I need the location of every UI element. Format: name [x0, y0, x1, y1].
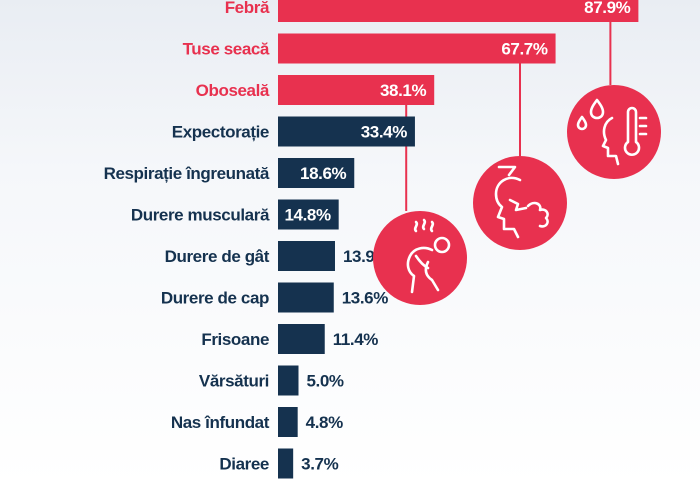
- bar-respiratie-ingreunata: [278, 158, 355, 188]
- bar-diaree: [278, 448, 294, 479]
- category-label-varsaturi: Vărsături: [199, 372, 269, 391]
- category-label-durere-musculara: Durere musculară: [131, 206, 270, 225]
- bar-durere-de-gat: [278, 241, 335, 271]
- value-label-nas-infundat: 4.8%: [306, 413, 343, 432]
- value-label-expectoratie: 33.4%: [361, 123, 407, 142]
- category-label-nas-infundat: Nas înfundat: [171, 413, 270, 432]
- category-label-oboseala: Oboseală: [196, 81, 270, 100]
- bars-group: Febră 87.9% Tuse seacă 67.7% Oboseală 38.1% Ex…: [104, 0, 639, 479]
- value-label-oboseala: 38.1%: [380, 81, 426, 100]
- category-label-tuse-seaca: Tuse seacă: [183, 40, 270, 59]
- value-label-durere-de-cap: 13.6%: [342, 289, 388, 308]
- bar-durere-de-cap: [278, 282, 334, 313]
- bar-frisoane: [278, 324, 325, 354]
- bar-febra: [278, 0, 639, 22]
- bar-expectoratie: [278, 116, 415, 147]
- category-label-febra: Febră: [225, 0, 270, 17]
- category-label-durere-de-gat: Durere de gât: [165, 247, 270, 266]
- value-label-respiratie-ingreunata: 18.6%: [300, 164, 346, 183]
- value-label-frisoane: 11.4%: [333, 330, 379, 349]
- fever-thermometer-icon: [567, 85, 661, 179]
- icons-group: [373, 85, 661, 305]
- bar-varsaturi: [278, 365, 299, 396]
- bar-oboseala: [278, 75, 435, 105]
- category-label-respiratie-ingreunata: Respirație îngreunată: [104, 164, 270, 183]
- value-label-tuse-seaca: 67.7%: [501, 40, 547, 59]
- dry-cough-icon: [473, 156, 567, 250]
- value-label-durere-musculara: 14.8%: [284, 206, 330, 225]
- category-label-expectoratie: Expectorație: [172, 123, 269, 142]
- value-label-diaree: 3.7%: [301, 455, 338, 474]
- category-label-durere-de-cap: Durere de cap: [161, 289, 269, 308]
- category-label-frisoane: Frisoane: [201, 330, 269, 349]
- fatigue-icon: [373, 211, 467, 305]
- value-label-febra: 87.9%: [584, 0, 630, 17]
- bar-nas-infundat: [278, 407, 298, 437]
- value-label-varsaturi: 5.0%: [307, 372, 344, 391]
- bar-durere-musculara: [278, 199, 339, 230]
- category-label-diaree: Diaree: [219, 455, 269, 474]
- bar-tuse-seaca: [278, 33, 556, 64]
